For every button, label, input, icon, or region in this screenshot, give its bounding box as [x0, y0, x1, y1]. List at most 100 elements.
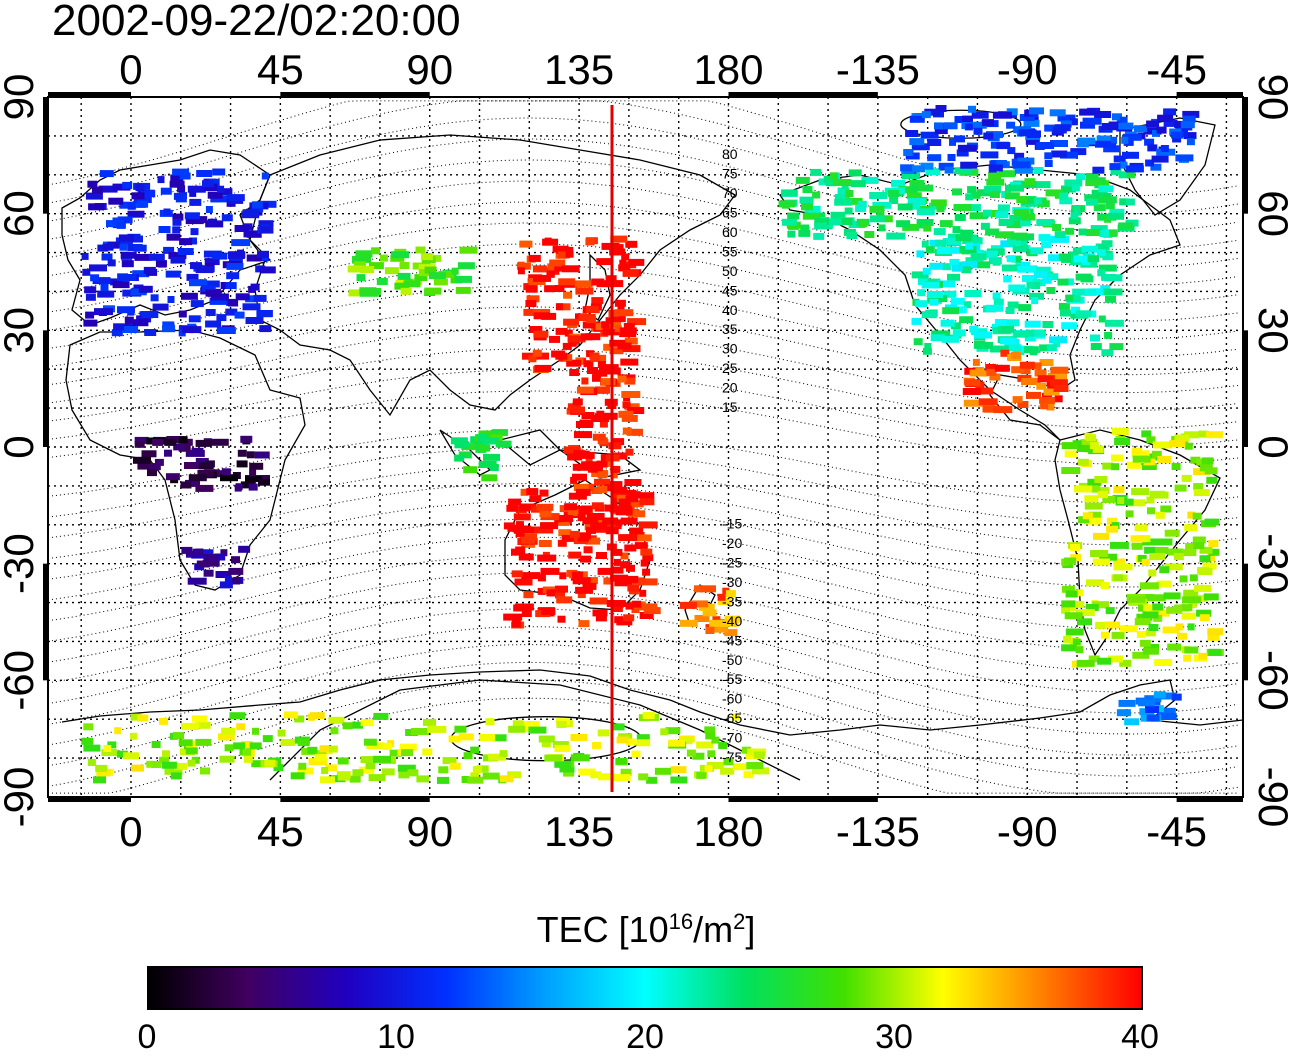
tec-cell [243, 748, 252, 756]
tec-cell [1060, 120, 1072, 128]
tec-cell [998, 170, 1016, 178]
tec-cell [1159, 566, 1170, 574]
tec-cell [1093, 204, 1106, 212]
tec-cell [1061, 255, 1072, 263]
tec-cell [954, 167, 973, 175]
tec-cell [609, 248, 626, 256]
tec-cell [217, 185, 225, 193]
magnetic-contour-line [48, 644, 1239, 756]
tec-cell [546, 589, 555, 597]
tec-cell [1084, 502, 1103, 510]
tec-cell [573, 450, 586, 458]
tec-cell [1184, 646, 1199, 654]
tec-cell [1012, 245, 1029, 253]
tec-cell [581, 412, 595, 419]
tec-cell [1163, 119, 1178, 127]
coastline-south-america [1054, 429, 1221, 657]
tec-cell [564, 503, 578, 511]
frame-bar-bottom [728, 797, 878, 802]
lat-right-tick-label: 90 [1250, 74, 1292, 121]
tec-cell [91, 186, 103, 194]
tec-cell [184, 462, 199, 469]
tec-cell [623, 323, 635, 330]
timestamp-title: 2002-09-22/02:20:00 [52, 0, 461, 45]
tec-cell [1171, 463, 1181, 470]
tec-cell [621, 414, 638, 422]
lon-bottom-tick-label: 45 [257, 808, 304, 855]
tec-cell [654, 767, 671, 775]
tec-cell [1024, 334, 1036, 342]
tec-cell [540, 522, 559, 530]
tec-cell [424, 287, 442, 295]
tec-cell [1004, 344, 1022, 352]
tec-cell [611, 774, 631, 782]
magnetic-contour-line [48, 447, 1239, 525]
tec-cell [614, 616, 624, 624]
tec-cell [189, 279, 207, 287]
tec-cell [225, 282, 237, 290]
tec-cell [561, 534, 580, 542]
tec-cell [181, 546, 193, 554]
tec-cell [878, 224, 886, 232]
tec-cell [575, 287, 594, 295]
tec-cell [592, 369, 608, 377]
tec-cell [190, 262, 202, 270]
tec-cell [420, 253, 433, 261]
tec-cell [1202, 562, 1217, 570]
tec-cell [1134, 524, 1148, 532]
magnetic-contour-label: -65 [722, 710, 742, 726]
tec-cell [1117, 497, 1125, 504]
tec-cell [562, 342, 572, 350]
tec-cell [134, 253, 152, 261]
tec-cell [846, 232, 858, 240]
colorbar-title-suffix: ] [745, 909, 756, 950]
tec-cell [924, 108, 941, 116]
tec-cell [557, 303, 571, 311]
tec-cell [212, 168, 226, 176]
tec-cell [1098, 264, 1117, 272]
tec-cell [1193, 542, 1205, 550]
tec-cell [479, 734, 496, 741]
tec-cell [485, 718, 495, 726]
tec-cell [1105, 202, 1115, 210]
tec-cell [1113, 563, 1133, 571]
tec-cell [1198, 652, 1208, 660]
tec-cell [616, 618, 633, 626]
tec-cell [384, 267, 399, 275]
tec-cell [517, 261, 525, 269]
tec-cell [381, 768, 395, 776]
tec-cell [1089, 485, 1101, 493]
frame-bar-top [728, 92, 878, 97]
tec-cell [802, 186, 813, 193]
tec-cell [1009, 214, 1026, 222]
tec-cell [610, 574, 629, 582]
tec-cell [556, 246, 574, 254]
tec-cell [133, 244, 147, 252]
tec-cell [957, 144, 977, 152]
tec-cell [187, 185, 206, 193]
tec-cell [1163, 108, 1177, 116]
tec-cell [636, 739, 651, 747]
tec-cell [1020, 367, 1031, 375]
tec-cell [1090, 550, 1109, 557]
tec-cell [191, 756, 200, 764]
tec-cell [555, 352, 568, 360]
tec-cell [389, 749, 402, 757]
tec-cell [614, 325, 622, 333]
tec-cell [1109, 343, 1124, 351]
tec-cell [165, 473, 180, 481]
tec-cell [557, 539, 567, 547]
tec-cell [1174, 484, 1187, 492]
magnetic-contour-label: -35 [722, 593, 742, 609]
tec-cell [859, 220, 868, 228]
tec-cell [1119, 659, 1132, 667]
tec-cell [638, 578, 658, 586]
tec-cell [572, 571, 584, 579]
tec-cell [240, 435, 253, 443]
tec-cell [472, 766, 482, 773]
tec-cell [746, 762, 764, 769]
tec-cell [864, 231, 875, 238]
tec-cell [148, 253, 165, 261]
tec-cell [1048, 254, 1062, 262]
tec-cell [228, 299, 239, 307]
